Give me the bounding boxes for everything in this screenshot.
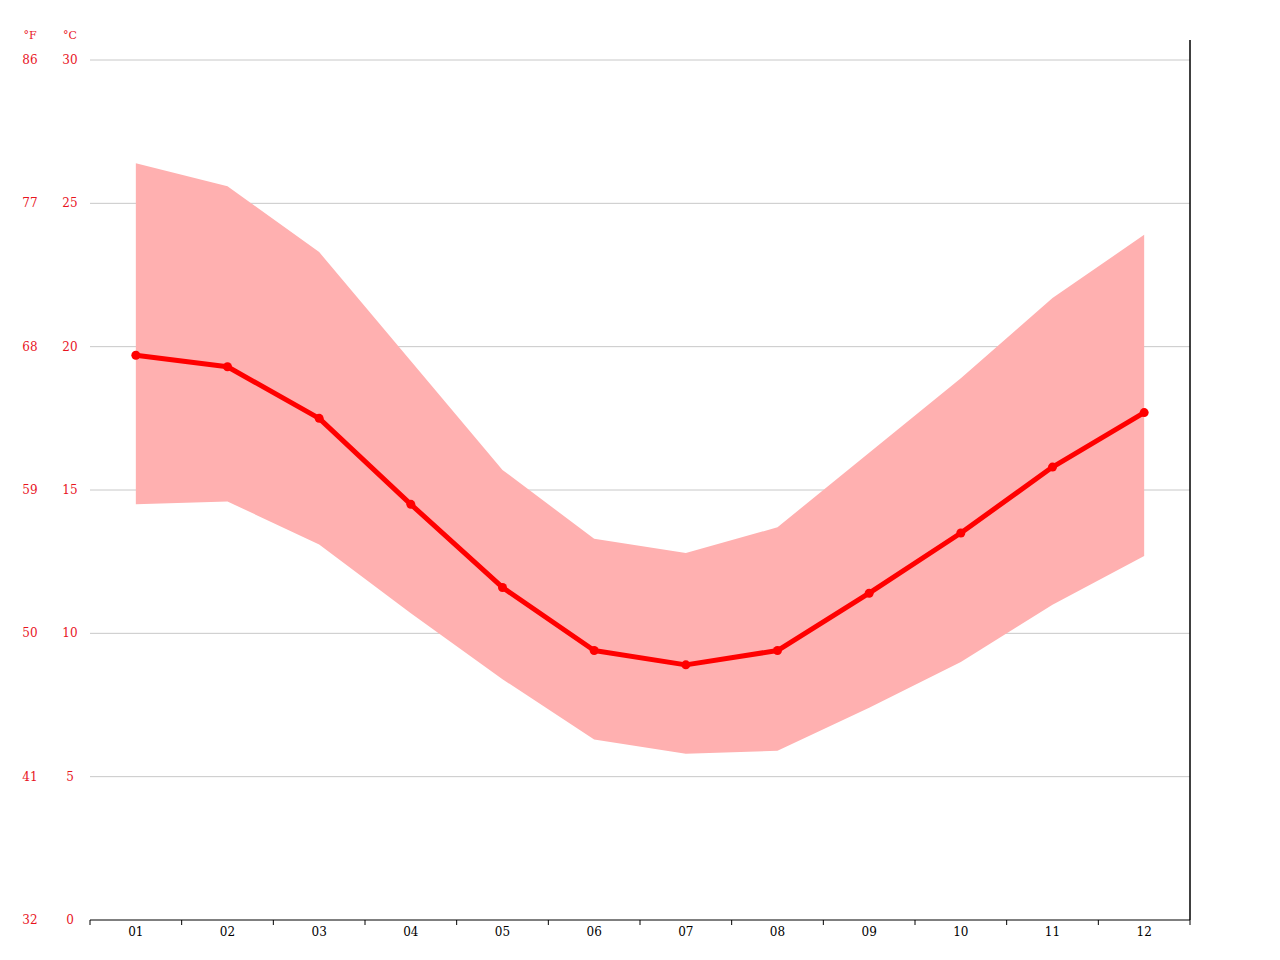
x-boundary-tick <box>365 920 366 925</box>
x-boundary-tick <box>456 920 457 925</box>
y2-tick-label: 59 <box>22 483 37 497</box>
x-tick-label: 12 <box>1137 925 1152 939</box>
point <box>865 589 874 598</box>
plot-area <box>131 163 1148 754</box>
x-boundary-tick <box>731 920 732 925</box>
x-boundary-tick <box>1190 920 1191 925</box>
point <box>590 646 599 655</box>
x-tick-label: 08 <box>770 925 785 939</box>
grid-line <box>90 776 1190 777</box>
x-tick-label: 10 <box>953 925 968 939</box>
point <box>498 583 507 592</box>
y2-tick-label: 32 <box>22 913 37 927</box>
mean-line <box>136 355 1144 665</box>
x-tick-label: 07 <box>678 925 693 939</box>
y-tick-label: 25 <box>62 196 77 210</box>
x-boundary-tick <box>273 920 274 925</box>
point <box>1048 463 1057 472</box>
point <box>681 660 690 669</box>
x-boundary-tick <box>1006 920 1007 925</box>
right-axis <box>1189 40 1191 920</box>
y2-tick-label: 50 <box>22 626 37 640</box>
x-tick-label: 09 <box>862 925 877 939</box>
y2-tick-label: 86 <box>22 53 37 67</box>
y2-tick-label: 68 <box>22 340 37 354</box>
point <box>406 500 415 509</box>
x-boundary-tick <box>915 920 916 925</box>
point <box>956 529 965 538</box>
x-tick-label: 11 <box>1045 925 1060 939</box>
grid-line <box>90 60 1190 61</box>
x-tick-label: 06 <box>587 925 602 939</box>
range-band <box>136 163 1144 754</box>
point <box>773 646 782 655</box>
x-boundary-tick <box>548 920 549 925</box>
x-tick-label: 02 <box>220 925 235 939</box>
x-boundary-tick <box>181 920 182 925</box>
x-tick-label: 04 <box>403 925 419 939</box>
x-boundary-tick <box>823 920 824 925</box>
point <box>1140 408 1149 417</box>
y-tick-label: 10 <box>62 626 77 640</box>
y-tick-label: 20 <box>62 340 77 354</box>
point <box>315 414 324 423</box>
y2-axis-title: °F <box>23 29 37 42</box>
x-boundary-tick <box>90 920 91 925</box>
y-axis-title: °C <box>63 29 77 42</box>
y2-tick-label: 41 <box>22 770 37 784</box>
y-tick-label: 15 <box>62 483 77 497</box>
point <box>131 351 140 360</box>
x-tick-label: 03 <box>312 925 327 939</box>
x-tick-label: 05 <box>495 925 510 939</box>
x-boundary-tick <box>640 920 641 925</box>
point <box>223 362 232 371</box>
y2-tick-label: 77 <box>22 196 37 210</box>
y-tick-label: 5 <box>66 770 74 784</box>
x-boundary-tick <box>1098 920 1099 925</box>
y-tick-label: 30 <box>62 53 77 67</box>
chart: 05101520253032415059687786°C°F0102030405… <box>0 0 1280 960</box>
x-tick-label: 01 <box>128 925 143 939</box>
grid-line <box>90 203 1190 204</box>
y-tick-label: 0 <box>66 913 74 927</box>
